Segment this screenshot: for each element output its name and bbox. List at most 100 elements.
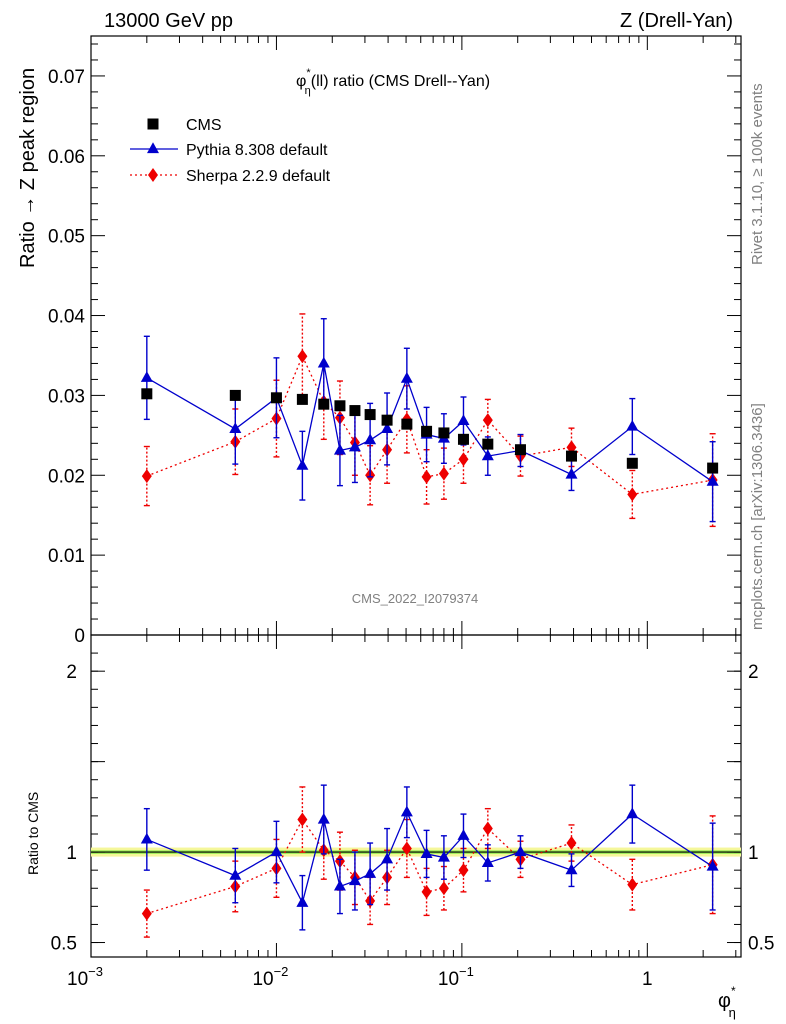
- ratio-y-tick-label-right: 0.5: [748, 934, 774, 955]
- ratio-y-tick-label-right: 1: [748, 843, 759, 864]
- ratio-y-tick-label-right: 2: [748, 662, 759, 683]
- sherpa-ratio-point: [438, 881, 449, 896]
- sherpa-ratio-point: [482, 821, 493, 836]
- main-y-tick-label: 0.05: [48, 227, 85, 248]
- cms-point: [296, 393, 308, 405]
- x-tick-label: 10−2: [252, 964, 288, 990]
- header-right: Z (Drell-Yan): [620, 10, 733, 32]
- ratio-frame-border: [90, 634, 742, 958]
- main-y-tick-label: 0.04: [48, 307, 85, 328]
- series-cms: [141, 388, 719, 474]
- cms-point: [270, 392, 282, 404]
- sherpa-point: [421, 469, 432, 484]
- ratio-y-tick-label-left: 2: [66, 662, 77, 683]
- pythia-point: [481, 449, 494, 461]
- x-tick-label: 10−1: [438, 964, 474, 990]
- cms-point: [707, 462, 719, 474]
- pythia-point: [381, 422, 394, 434]
- cms-point: [482, 438, 494, 450]
- pythia-ratio-point: [420, 847, 433, 858]
- watermark-label: CMS_2022_I2079374: [352, 591, 479, 606]
- sherpa-ratio-point: [141, 906, 152, 921]
- pythia-point: [626, 419, 639, 431]
- series-sherpa: [141, 313, 718, 528]
- pythia-ratio-point: [457, 829, 470, 840]
- axis-layer: 10−3 10−2 10−1 1 0 0.01 0.02 0.03 0.04 0.05 0.06 0.…: [48, 36, 774, 990]
- series-layer: [140, 313, 719, 938]
- legend-entry-label: Sherpa 2.2.9 default: [186, 168, 331, 185]
- pythia-point: [333, 443, 346, 455]
- cms-point: [421, 425, 433, 437]
- chart-title: φ* η(ll) ratio (CMS Drell--Yan): [296, 67, 490, 97]
- pythia-ratio-point: [348, 874, 361, 886]
- series-pythia-ratio: [140, 784, 719, 931]
- sherpa-point: [141, 469, 152, 484]
- pythia-point: [706, 474, 719, 486]
- sherpa-point: [627, 487, 638, 502]
- rivet-label: Rivet 3.1.10, ≥ 100k events: [749, 83, 766, 265]
- cms-point: [401, 418, 413, 430]
- legend-pythia-marker: [147, 142, 159, 154]
- pythia-ratio-point: [140, 832, 153, 844]
- pythia-point: [140, 371, 153, 382]
- cms-point: [229, 389, 241, 401]
- ratio-ylabel: Ratio to CMS: [25, 792, 41, 875]
- sherpa-ratio-point: [458, 863, 469, 878]
- pythia-line: [146, 363, 714, 483]
- cms-point: [334, 400, 346, 412]
- pythia-ratio-point: [333, 879, 346, 891]
- legend-entry-label: CMS: [186, 117, 222, 134]
- pythia-point: [457, 414, 470, 426]
- main-y-tick-label: 0.07: [48, 67, 85, 88]
- pythia-point: [229, 422, 242, 434]
- cms-point: [318, 398, 330, 410]
- main-y-tick-label: 0: [74, 626, 85, 647]
- cms-point: [438, 427, 450, 439]
- pythia-ratio-point: [437, 850, 450, 862]
- sherpa-point: [297, 349, 308, 364]
- main-ylabel: Ratio → Z peak region: [17, 68, 39, 268]
- pythia-ratio-point: [270, 845, 283, 857]
- sherpa-line: [146, 354, 713, 496]
- main-y-tick-label: 0.01: [48, 546, 85, 567]
- pythia-ratio-point: [565, 863, 578, 875]
- pythia-ratio-point: [400, 805, 413, 817]
- main-y-tick-label: 0.03: [48, 386, 85, 407]
- pythia-ratio-point: [317, 812, 330, 824]
- mcplots-label: mcplots.cern.ch [arXiv:1306.3436]: [749, 403, 766, 630]
- pythia-ratio-point: [481, 856, 494, 868]
- ratio-plot-frame: [90, 634, 742, 958]
- legend-sherpa-marker: [148, 168, 158, 182]
- legend-cms-marker: [147, 118, 159, 130]
- sherpa-ratio-line: [146, 818, 713, 915]
- pythia-point: [348, 440, 361, 452]
- sherpa-point: [458, 452, 469, 467]
- pythia-ratio-point: [381, 852, 394, 864]
- pythia-ratio-point: [364, 867, 377, 878]
- cms-point: [457, 433, 469, 445]
- cms-point: [514, 444, 526, 456]
- x-tick-label: 1: [642, 969, 653, 990]
- header-left: 13000 GeV pp: [104, 10, 233, 32]
- legend: CMS Pythia 8.308 default Sherpa 2.2.9 defa…: [130, 117, 331, 185]
- pythia-point: [317, 356, 330, 368]
- pythia-point: [296, 458, 309, 470]
- pythia-ratio-point: [296, 896, 309, 907]
- pythia-point: [400, 371, 413, 383]
- pythia-ratio-point: [514, 845, 527, 857]
- sherpa-ratio-point: [297, 812, 308, 827]
- sherpa-point: [438, 466, 449, 481]
- ratio-uncertainty-band: [91, 847, 741, 857]
- pythia-ratio-point: [229, 868, 242, 880]
- sherpa-ratio-point: [627, 877, 638, 892]
- cms-point: [141, 388, 153, 400]
- pythia-point: [565, 467, 578, 479]
- ratio-y-tick-label-left: 1: [66, 843, 77, 864]
- sherpa-ratio-point: [566, 836, 577, 851]
- sherpa-ratio-point: [401, 841, 412, 856]
- main-y-tick-label: 0.02: [48, 466, 85, 487]
- pythia-ratio-point: [706, 859, 719, 871]
- cms-point: [349, 405, 361, 417]
- ratio-y-tick-label-left: 0.5: [51, 934, 77, 955]
